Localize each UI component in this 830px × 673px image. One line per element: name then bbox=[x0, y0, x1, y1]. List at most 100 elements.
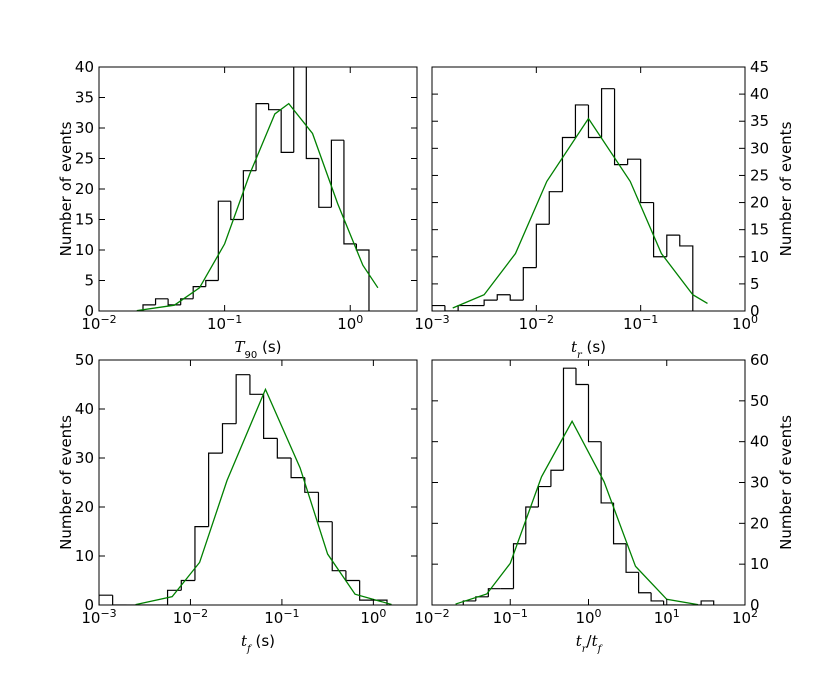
histogram-bin bbox=[679, 235, 694, 311]
fit-curve bbox=[455, 419, 699, 605]
histogram-bin bbox=[230, 201, 244, 221]
panel: 10−3 10−2 10−1 100 0 10 20 30 40 50 Number of even… bbox=[57, 351, 418, 655]
histogram-bin bbox=[142, 304, 156, 311]
histogram-bin bbox=[154, 298, 169, 305]
plot-area bbox=[99, 374, 392, 605]
axes-frame bbox=[98, 359, 418, 606]
histogram-bin bbox=[483, 299, 498, 306]
histogram-bin bbox=[509, 294, 524, 301]
x-tick-label: 10−2 bbox=[81, 313, 116, 334]
histogram-bin bbox=[305, 67, 319, 160]
histogram-bin bbox=[612, 502, 627, 545]
x-tick-label: 10−1 bbox=[623, 313, 658, 334]
histogram-bin bbox=[167, 298, 181, 306]
y-tick-label: 40 bbox=[75, 400, 94, 418]
histogram-bin bbox=[627, 158, 641, 165]
histogram-bin bbox=[613, 88, 628, 166]
histogram-bin bbox=[355, 243, 370, 311]
y-tick-label: 20 bbox=[75, 180, 94, 198]
y-tick-label: 5 bbox=[84, 272, 94, 290]
y-tick-label: 0 bbox=[84, 596, 94, 614]
plot-area bbox=[455, 367, 715, 605]
y-tick-label: 60 bbox=[750, 351, 769, 369]
histogram-bin bbox=[280, 109, 294, 153]
plot-area bbox=[136, 67, 379, 311]
y-axis-label: Number of events bbox=[777, 121, 795, 256]
x-tick-label: 10−3 bbox=[81, 607, 116, 628]
histogram-bin bbox=[290, 458, 305, 479]
histogram-bin bbox=[600, 88, 615, 138]
histogram-bin bbox=[640, 159, 654, 204]
histogram-bin bbox=[276, 438, 292, 459]
y-tick-label: 30 bbox=[750, 139, 769, 157]
x-axis-label: tf (s) bbox=[241, 632, 275, 655]
histogram-bin bbox=[663, 600, 677, 605]
histogram-bin bbox=[192, 286, 206, 299]
histogram-bin bbox=[652, 202, 667, 258]
histogram-bin bbox=[522, 267, 537, 301]
x-tick-label: 100 bbox=[575, 607, 601, 628]
x-tick-label: 10−2 bbox=[414, 607, 449, 628]
histogram-bin bbox=[293, 67, 295, 153]
histogram-bin bbox=[331, 521, 346, 572]
histogram-bin bbox=[180, 579, 195, 591]
x-tick-label: 100 bbox=[337, 313, 363, 334]
y-tick-label: 30 bbox=[750, 474, 769, 492]
y-tick-label: 35 bbox=[750, 112, 769, 130]
histogram-bin bbox=[638, 572, 652, 594]
y-tick-label: 10 bbox=[750, 248, 769, 266]
x-tick-label: 10−1 bbox=[493, 607, 528, 628]
histogram-bin bbox=[359, 580, 374, 601]
histogram-bin bbox=[525, 506, 539, 544]
histogram-bin bbox=[268, 103, 282, 111]
histogram-bin bbox=[587, 104, 602, 139]
fit-curve bbox=[135, 387, 392, 605]
y-tick-label: 25 bbox=[75, 150, 94, 168]
x-tick-label: 10−1 bbox=[207, 313, 242, 334]
y-tick-label: 25 bbox=[750, 166, 769, 184]
y-tick-label: 50 bbox=[750, 392, 769, 410]
histogram-bin bbox=[600, 441, 614, 504]
histogram-bin bbox=[561, 136, 576, 192]
histogram-bin bbox=[235, 374, 250, 424]
histogram-bin bbox=[666, 234, 680, 257]
y-tick-label: 10 bbox=[750, 555, 769, 573]
y-tick-label: 35 bbox=[75, 89, 94, 107]
axes-frame bbox=[431, 66, 746, 312]
y-tick-label: 10 bbox=[75, 241, 94, 259]
y-tick-label: 10 bbox=[75, 547, 94, 565]
x-axis-label: T90 (s) bbox=[234, 338, 281, 361]
x-tick-label: 10−1 bbox=[264, 607, 299, 628]
histogram-bin bbox=[444, 305, 459, 311]
x-tick-label: 100 bbox=[360, 607, 386, 628]
x-tick-label: 10−2 bbox=[173, 607, 208, 628]
histogram-bin bbox=[650, 592, 664, 602]
y-tick-label: 15 bbox=[75, 211, 94, 229]
histogram-bin bbox=[263, 394, 278, 439]
fit-curve bbox=[452, 117, 708, 309]
histogram-bin bbox=[112, 595, 127, 605]
x-tick-label: 100 bbox=[732, 313, 758, 334]
x-tick-label: 101 bbox=[654, 607, 680, 628]
histogram-bin bbox=[208, 452, 223, 527]
histogram-bin bbox=[343, 140, 357, 245]
y-tick-label: 5 bbox=[750, 275, 760, 293]
x-axis-label: tr/tf bbox=[576, 632, 604, 655]
y-axis-label: Number of events bbox=[777, 415, 795, 550]
x-tick-label: 10−3 bbox=[414, 313, 449, 334]
y-tick-label: 20 bbox=[75, 498, 94, 516]
y-tick-label: 45 bbox=[750, 58, 769, 76]
y-tick-label: 20 bbox=[750, 194, 769, 212]
histogram-bin bbox=[242, 170, 257, 220]
y-tick-label: 40 bbox=[750, 85, 769, 103]
histogram-bin bbox=[548, 191, 563, 225]
x-axis-label: tr (s) bbox=[571, 338, 606, 361]
x-tick-label: 10−2 bbox=[519, 313, 554, 334]
histogram-bin bbox=[249, 374, 264, 395]
histogram-bin bbox=[625, 543, 639, 573]
y-tick-label: 30 bbox=[75, 449, 94, 467]
histogram-bin bbox=[317, 492, 333, 523]
